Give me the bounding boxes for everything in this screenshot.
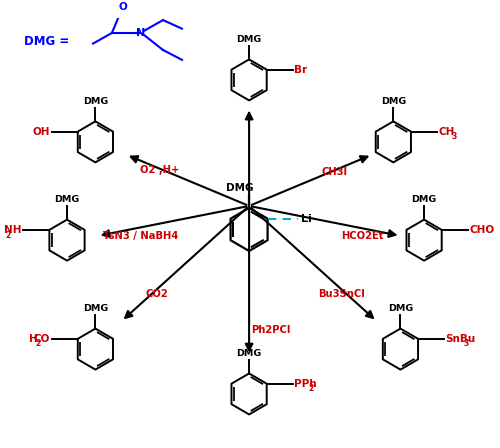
Text: CH: CH (438, 127, 455, 137)
Text: 2: 2 (308, 384, 314, 393)
Text: DMG: DMG (236, 349, 262, 358)
Text: DMG: DMG (83, 96, 108, 106)
Text: NH: NH (4, 225, 22, 235)
Text: H: H (29, 334, 38, 344)
Text: O2 ,H+: O2 ,H+ (140, 164, 179, 175)
Text: DMG =: DMG = (24, 35, 70, 48)
Text: DMG: DMG (83, 304, 108, 313)
Text: 2: 2 (5, 231, 10, 240)
Text: DMG: DMG (236, 34, 262, 43)
Text: CH3I: CH3I (321, 167, 347, 177)
Text: 2: 2 (36, 340, 41, 349)
Text: DMG: DMG (388, 304, 413, 313)
Text: Bu3SnCl: Bu3SnCl (318, 289, 364, 298)
Text: Br: Br (294, 65, 308, 75)
Text: DMG: DMG (380, 96, 406, 106)
Text: CO2: CO2 (146, 289, 168, 298)
Text: Ph2PCl: Ph2PCl (250, 325, 290, 335)
Text: 3: 3 (464, 340, 468, 349)
Text: OH: OH (33, 127, 50, 137)
Text: 3: 3 (452, 132, 457, 141)
Text: O: O (118, 1, 127, 12)
Text: TsN3 / NaBH4: TsN3 / NaBH4 (102, 231, 178, 241)
Text: PPh: PPh (294, 379, 317, 389)
Text: Li: Li (300, 214, 312, 224)
Text: N: N (136, 28, 145, 38)
Text: DMG: DMG (412, 195, 436, 204)
Text: CO: CO (34, 334, 50, 344)
Text: CHO: CHO (469, 225, 494, 235)
Text: SnBu: SnBu (446, 334, 476, 344)
Text: DMG: DMG (54, 195, 80, 204)
Text: HCO2Et: HCO2Et (342, 231, 384, 241)
Text: DMG: DMG (226, 183, 254, 193)
